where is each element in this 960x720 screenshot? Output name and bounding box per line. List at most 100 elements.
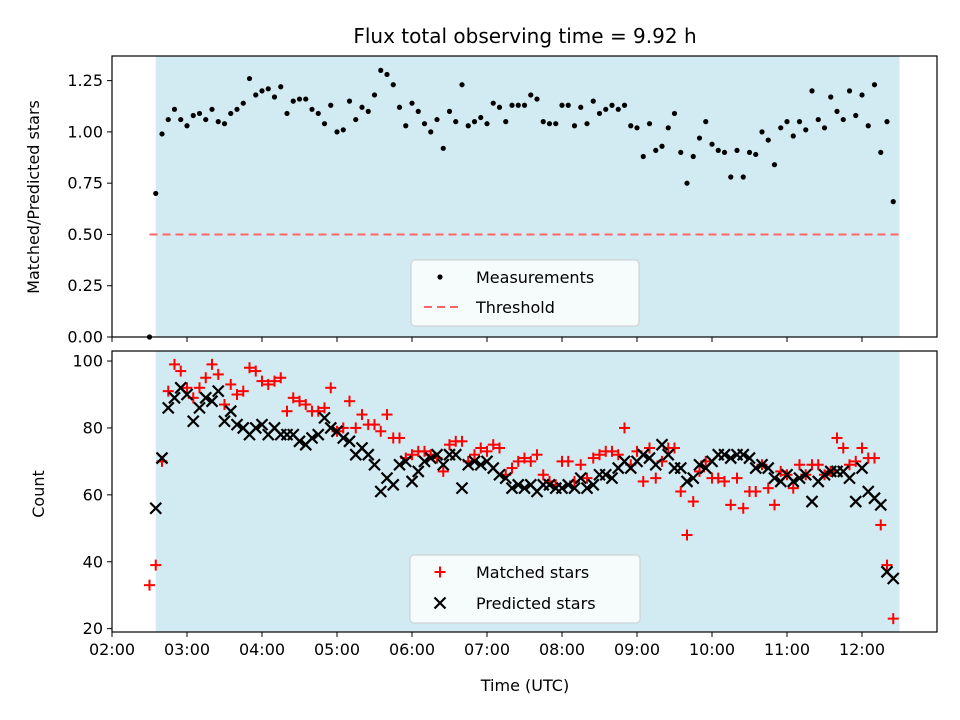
predicted-star-point [599,468,613,482]
measurement-point [190,112,196,119]
measurement-point [403,123,409,129]
measurement-point [484,121,490,127]
measurement-point [634,125,640,131]
predicted-star-point [693,458,706,472]
measurement-point [715,147,721,153]
predicted-star-point [636,448,650,461]
measurement-point [534,96,540,102]
top-x-ticks [111,337,863,342]
measurement-point [309,106,315,112]
measurement-point [646,121,653,127]
matched-star-point [875,519,887,531]
y-tick-label: 0.50 [67,225,103,244]
bottom-legend-box [409,554,641,624]
matched-star-point [750,486,762,497]
measurement-point [240,100,246,106]
measurement-point [153,190,159,197]
measurement-point [278,84,284,90]
measurement-point [678,149,684,156]
predicted-star-point [818,468,831,482]
measurement-point [521,102,528,108]
measurement-point [859,92,865,98]
measurement-point [415,108,421,114]
predicted-star-point [305,431,319,445]
matched-star-point [381,409,393,421]
measurement-point [215,119,221,125]
measurement-point [465,123,471,129]
measurement-point [496,104,503,110]
matched-star-point [562,455,574,467]
measurement-point [659,143,665,149]
predicted-star-point [799,468,813,482]
measurement-point [265,86,271,92]
measurement-point [509,102,515,108]
predicted-star-point [843,471,856,485]
measurement-point [228,110,234,117]
matched-star-point [262,378,274,390]
measurement-point [709,141,715,147]
measurement-point [271,94,278,100]
measurement-point [884,119,890,125]
measurement-point [653,147,659,153]
matched-star-point [681,529,693,541]
measurement-point [303,96,309,102]
predicted-star-point [343,435,356,448]
measurement-point [328,102,334,108]
measurement-point [615,106,621,112]
predicted-star-point [499,471,513,485]
measurement-point [671,110,678,117]
top-axes-frame [111,55,938,338]
measurement-point [490,100,496,106]
measurement-point [790,133,796,139]
predicted-star-point [430,448,444,461]
predicted-star-point [568,481,581,495]
measurement-point [571,123,578,129]
predicted-star-point [743,451,756,465]
predicted-star-point [505,481,519,495]
matched-star-point [375,425,387,437]
x-tick-label: 04:00 [239,640,285,659]
measurement-point [878,149,884,156]
bottom-axes-frame [111,350,938,633]
predicted-star-point [674,461,688,475]
predicted-star-point [161,401,175,415]
bottom-panel: 20 40 60 80 100 02:00 03:00 04:00 05:00 06:00 07:… [29,350,938,695]
predicted-star-point [786,475,800,488]
predicted-star-point [418,455,431,468]
top-legend: Measurements Threshold [410,259,640,327]
matched-star-point [162,385,174,397]
predicted-star-point [511,478,525,492]
matched-star-point [687,496,699,508]
measurement-point [640,153,646,160]
x-tick-label: 06:00 [389,640,435,659]
measurement-point [346,98,353,104]
matched-star-point [150,559,162,571]
bottom-y-axis-label: Count [29,470,48,518]
measurement-point [234,106,240,112]
matched-star-point [419,445,430,457]
matched-star-point [444,439,455,451]
matched-star-point [837,442,849,454]
top-panel: Flux total observing time = 9.92 h 0.000… [24,24,938,347]
measurement-point [459,82,465,88]
measurement-point [609,102,615,108]
predicted-star-point [449,448,463,461]
legend-matched-marker [434,566,446,578]
measurement-point [559,102,565,108]
matched-star-point [244,362,255,374]
y-tick-label: 20 [83,619,103,638]
predicted-star-point [736,448,750,461]
predicted-star-point [586,478,600,492]
matched-star-point [212,368,224,380]
matched-star-point [394,432,405,444]
measurement-point [728,174,734,180]
matched-star-point [887,613,899,625]
predicted-star-point [724,451,738,465]
x-tick-label: 09:00 [614,640,660,659]
measurement-point [809,88,815,94]
y-tick-label: 0.25 [67,276,103,295]
predicted-stars-points [149,381,900,585]
x-tick-label: 11:00 [764,640,810,659]
predicted-star-point [424,451,438,465]
measurement-point [846,88,853,94]
